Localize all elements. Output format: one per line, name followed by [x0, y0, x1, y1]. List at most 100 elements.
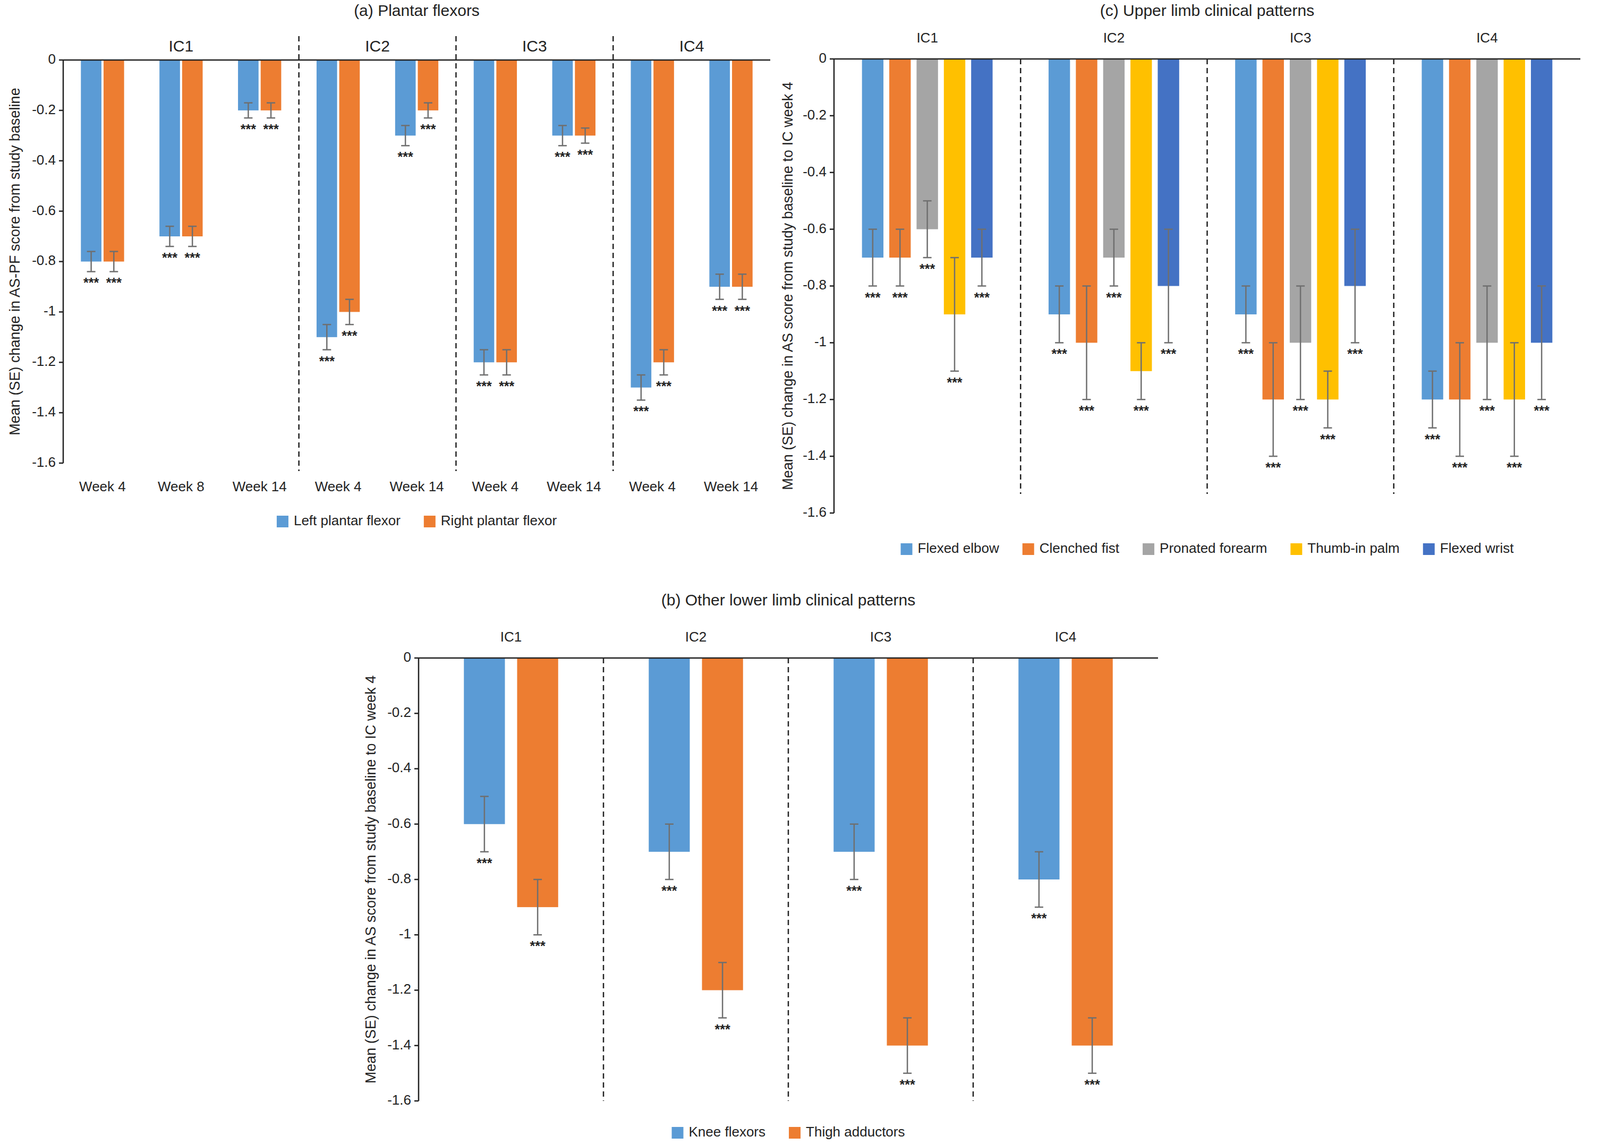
legend-label: Pronated forearm — [1159, 540, 1267, 557]
bar — [1235, 58, 1257, 315]
bar — [630, 60, 652, 388]
y-tick-label: -1 — [43, 302, 56, 319]
chart: (a) Plantar flexorsMean (SE) change in A… — [6, 1, 771, 529]
y-tick — [58, 412, 64, 414]
error-cap — [1510, 455, 1519, 458]
significance-label: *** — [476, 855, 492, 871]
error-cap — [581, 142, 590, 144]
legend: Left plantar flexorRight plantar flexor — [276, 512, 557, 529]
significance-label: *** — [1320, 431, 1336, 447]
error-cap — [895, 228, 905, 231]
x-tick-label: Week 4 — [472, 478, 519, 495]
y-tick-label: -1.4 — [31, 403, 56, 420]
error-bar — [401, 125, 410, 146]
error-cap — [718, 962, 727, 964]
legend-label: Knee flexors — [688, 1124, 767, 1140]
y-tick — [829, 172, 834, 174]
error-bar — [665, 824, 674, 880]
legend: Knee flexorsThigh adductors — [671, 1124, 906, 1140]
error-stem — [584, 128, 586, 143]
error-cap — [502, 374, 512, 377]
error-stem — [1140, 342, 1143, 400]
y-tick — [58, 59, 64, 62]
error-bar — [1054, 286, 1064, 344]
error-bar — [1082, 286, 1092, 400]
error-cap — [950, 257, 959, 259]
error-cap — [715, 298, 725, 301]
title: (b) Other lower limb clinical patterns — [661, 591, 916, 609]
error-cap — [1087, 1073, 1097, 1075]
background — [0, 0, 1600, 1145]
error-stem — [872, 229, 874, 287]
significance-label: *** — [864, 290, 881, 305]
bar — [1130, 58, 1152, 372]
error-bar — [266, 103, 276, 118]
error-cap — [165, 225, 174, 228]
error-stem — [1299, 286, 1302, 400]
error-stem — [906, 1018, 909, 1074]
error-bar — [1296, 286, 1305, 400]
y-tick — [829, 115, 834, 117]
error-stem — [1167, 229, 1170, 344]
error-cap — [718, 1017, 727, 1019]
error-bar — [895, 229, 905, 287]
error-stem — [1245, 286, 1247, 344]
y-tick-label: -1.6 — [31, 454, 56, 471]
bar — [833, 658, 875, 853]
bar — [1316, 58, 1339, 400]
error-stem — [741, 274, 744, 300]
error-cap — [558, 145, 567, 147]
error-bar — [188, 226, 197, 247]
error-bar — [977, 229, 986, 287]
y-tick — [58, 160, 64, 163]
significance-label: *** — [106, 275, 122, 291]
error-bar — [1136, 342, 1146, 400]
error-cap — [737, 273, 747, 276]
error-stem — [1541, 286, 1543, 400]
y-tick-label: -0.2 — [802, 106, 827, 123]
error-bar — [718, 962, 727, 1018]
group-label: IC2 — [364, 37, 390, 55]
error-cap — [849, 823, 859, 826]
error-bar — [479, 350, 489, 376]
error-cap — [1241, 342, 1250, 344]
bar — [517, 658, 559, 908]
significance-label: *** — [633, 403, 649, 419]
group-divider — [602, 658, 605, 1102]
bar — [971, 58, 993, 258]
x-tick-label: Week 8 — [157, 478, 205, 495]
significance-label: *** — [1451, 460, 1468, 475]
significance-label: *** — [162, 250, 178, 266]
error-stem — [113, 251, 115, 272]
category-label: IC4 — [1476, 29, 1498, 46]
significance-label: *** — [1534, 403, 1550, 419]
group-divider — [787, 658, 790, 1102]
y-tick-label: -1 — [814, 333, 827, 350]
error-bar — [322, 324, 331, 350]
error-cap — [188, 225, 197, 228]
significance-label: *** — [319, 353, 335, 369]
significance-label: *** — [892, 290, 908, 305]
error-cap — [109, 270, 118, 273]
category-label: IC2 — [1103, 29, 1125, 46]
y-tick-label: 0 — [819, 49, 827, 66]
y-tick — [829, 398, 834, 401]
bar — [395, 60, 416, 136]
significance-label: *** — [734, 303, 751, 319]
error-stem — [537, 879, 539, 935]
y-axis-label: Mean (SE) change in AS-PF score from stu… — [6, 87, 23, 436]
legend-swatch — [1022, 543, 1035, 556]
y-tick — [58, 462, 64, 465]
error-bar — [636, 375, 646, 400]
significance-label: *** — [554, 149, 570, 165]
bar — [339, 60, 361, 312]
plot-area — [463, 658, 1113, 1074]
bar — [1018, 658, 1060, 880]
significance-label: *** — [262, 121, 279, 137]
y-tick — [414, 657, 419, 660]
error-cap — [1510, 342, 1519, 344]
error-cap — [868, 228, 878, 231]
error-cap — [1034, 851, 1044, 854]
chart: (c) Upper limb clinical patternsMean (SE… — [779, 1, 1581, 557]
error-bar — [1164, 229, 1173, 344]
